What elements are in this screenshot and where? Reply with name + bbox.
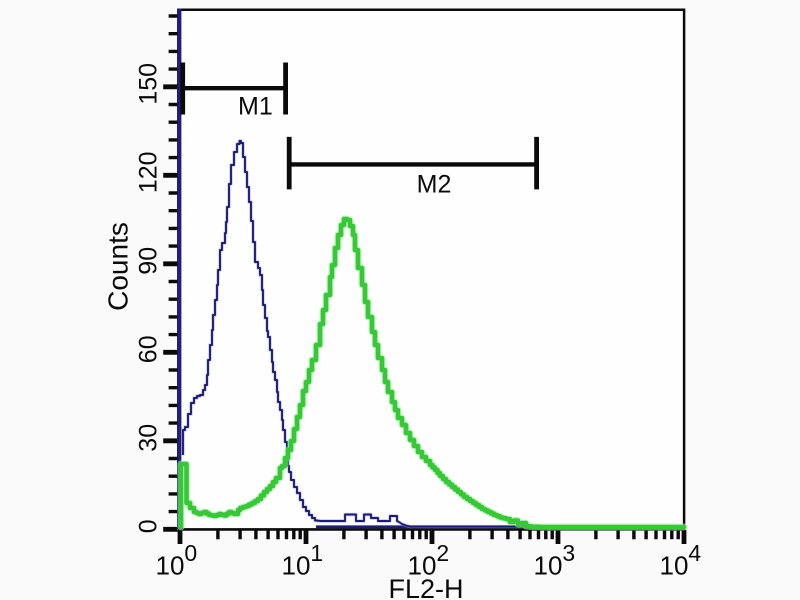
svg-text:30: 30 — [135, 424, 163, 452]
svg-text:120: 120 — [135, 151, 163, 193]
svg-text:150: 150 — [135, 63, 163, 105]
svg-text:90: 90 — [135, 247, 163, 275]
svg-text:0: 0 — [135, 519, 163, 533]
svg-text:Counts: Counts — [103, 222, 134, 311]
svg-text:60: 60 — [135, 335, 163, 363]
svg-text:M2: M2 — [417, 171, 452, 199]
svg-text:FL2-H: FL2-H — [388, 574, 463, 600]
svg-text:M1: M1 — [238, 93, 273, 121]
